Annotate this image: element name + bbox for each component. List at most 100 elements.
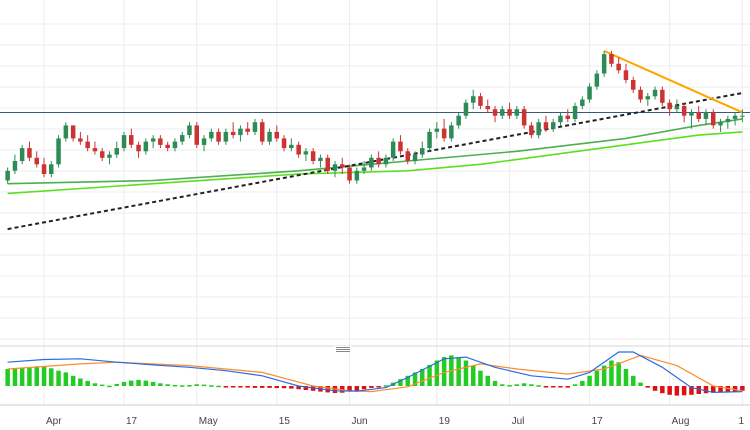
candle-body <box>230 131 236 136</box>
candle-body <box>63 125 69 139</box>
histogram-bar <box>536 385 541 387</box>
x-tick-label: 17 <box>126 416 138 427</box>
candle-body <box>187 125 192 136</box>
candle <box>318 154 323 168</box>
histogram-bar <box>245 386 250 388</box>
candle-body <box>594 73 600 87</box>
candle-body <box>645 96 650 100</box>
indicator-lines <box>0 49 750 231</box>
candle <box>478 93 483 110</box>
histogram-bar <box>478 370 483 386</box>
candle <box>201 135 207 152</box>
candle-body <box>143 141 149 152</box>
histogram-bar <box>631 375 636 386</box>
candle <box>340 157 345 174</box>
candle-body <box>201 138 207 145</box>
candle-body <box>245 128 250 132</box>
candle <box>623 63 629 84</box>
candle-body <box>725 118 731 123</box>
histogram-bar <box>281 386 287 389</box>
candle-body <box>383 157 389 165</box>
trendline-line <box>7 92 743 231</box>
histogram-bar <box>209 385 214 387</box>
candle-body <box>209 131 214 139</box>
candle <box>34 151 39 168</box>
histogram-bar <box>718 386 723 393</box>
histogram-bar <box>332 386 338 393</box>
candle-body <box>420 148 425 155</box>
histogram-bar <box>187 385 192 387</box>
candle <box>223 128 229 145</box>
histogram-bar <box>551 386 556 388</box>
candle-body <box>609 54 614 64</box>
candlestick-series <box>5 50 745 184</box>
candle <box>594 70 600 90</box>
candle-body <box>310 151 316 161</box>
candle <box>689 109 694 129</box>
candle-body <box>565 115 570 119</box>
candle <box>652 86 658 100</box>
x-tick-label: 15 <box>279 416 291 427</box>
panel-resize-handle[interactable] <box>334 346 352 352</box>
candle-body <box>390 141 396 158</box>
histogram-bar <box>238 386 243 388</box>
candle-body <box>558 115 563 123</box>
macd-panel <box>5 351 745 396</box>
candle <box>136 141 141 158</box>
candle <box>245 122 250 136</box>
histogram-bar <box>325 386 330 393</box>
candle-body <box>616 63 621 71</box>
candle <box>85 135 90 152</box>
candle <box>521 105 527 129</box>
histogram-bar <box>500 384 505 386</box>
candle <box>12 154 18 174</box>
histogram-bar <box>107 385 112 388</box>
candle <box>310 148 316 165</box>
histogram-bar <box>696 386 701 394</box>
histogram-bar <box>434 360 440 386</box>
histogram-bar <box>165 384 170 386</box>
histogram-bar <box>601 365 607 386</box>
histogram-bar <box>703 386 709 394</box>
histogram-bar <box>230 386 236 388</box>
candle <box>92 141 98 155</box>
candle-body <box>405 151 410 161</box>
x-tick-label: 1 <box>738 416 744 427</box>
candle <box>667 99 672 116</box>
histogram-bar <box>201 384 207 387</box>
candle <box>638 86 643 103</box>
histogram-bar <box>463 360 469 386</box>
candle <box>565 109 570 123</box>
histogram-bar <box>427 364 432 386</box>
histogram-bar <box>529 384 534 386</box>
candle <box>325 154 330 174</box>
candle-body <box>347 167 352 181</box>
histogram-bar <box>5 369 10 386</box>
histogram-bar <box>303 386 309 390</box>
histogram-bar <box>361 386 367 390</box>
histogram-bar <box>274 386 279 389</box>
candle-body <box>471 96 476 103</box>
candle-body <box>572 106 578 119</box>
candle <box>165 141 170 152</box>
histogram-bar <box>609 360 614 386</box>
candle-body <box>601 54 607 74</box>
candle <box>70 125 76 142</box>
histogram-bar <box>194 384 199 386</box>
candle <box>347 164 352 184</box>
histogram-bar <box>383 385 389 387</box>
histogram-bar <box>711 386 716 393</box>
histogram-bar <box>223 386 229 388</box>
histogram-bar <box>594 370 600 386</box>
candle-body <box>638 89 643 100</box>
candle <box>587 83 592 103</box>
candle <box>732 112 738 126</box>
candle-body <box>136 144 141 152</box>
candle-body <box>580 99 585 106</box>
candle <box>412 151 418 165</box>
macd-line <box>7 351 743 394</box>
candle <box>332 161 338 178</box>
candle-body <box>56 138 61 165</box>
candle <box>500 105 505 119</box>
histogram-bar <box>136 379 141 386</box>
